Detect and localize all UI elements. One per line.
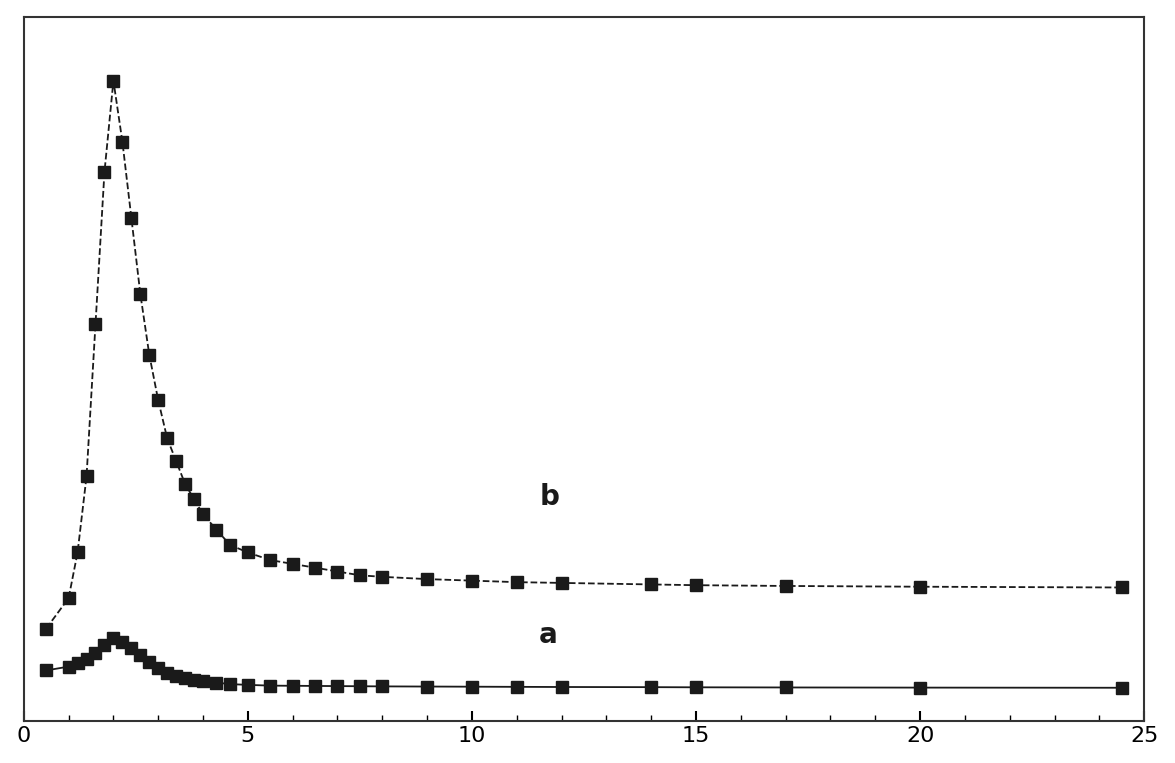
Text: b: b — [539, 482, 559, 510]
Text: a: a — [539, 621, 558, 649]
